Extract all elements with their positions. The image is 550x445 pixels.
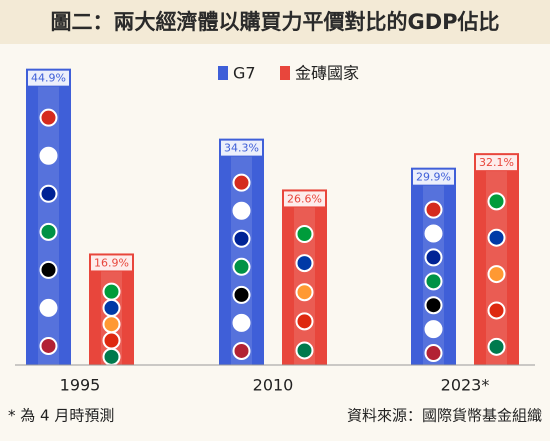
x-tick-label: 2023* <box>441 376 490 395</box>
flag-icon <box>487 192 506 211</box>
value-label-box <box>221 140 262 156</box>
flag-icon <box>102 331 121 350</box>
legend-label: 金磚國家 <box>295 64 359 83</box>
value-label: 32.1% <box>479 156 514 169</box>
value-label: 44.9% <box>31 72 66 85</box>
flag-icon <box>39 298 58 317</box>
chart-title: 圖二：兩大經濟體以購買力平價對比的GDP佔比 <box>50 10 499 34</box>
source-note: 資料來源：國際貨幣基金組織 <box>347 407 542 425</box>
flag-icon <box>295 341 314 360</box>
flag-icon <box>102 298 121 317</box>
legend-label: G7 <box>233 64 256 83</box>
flag-icon <box>232 201 251 220</box>
flag-icon <box>39 184 58 203</box>
value-label-box <box>413 169 454 185</box>
flag-icon <box>424 248 443 267</box>
flag-icon <box>487 337 506 356</box>
title-band <box>0 0 550 44</box>
flag-icon <box>232 313 251 332</box>
flag-icon <box>232 341 251 360</box>
flag-icon <box>39 146 58 165</box>
flag-icon <box>232 257 251 276</box>
flag-icon <box>424 296 443 315</box>
bar <box>282 189 327 365</box>
x-tick-label: 2010 <box>253 376 294 395</box>
flag-icon <box>295 283 314 302</box>
footnote: * 為 4 月時預測 <box>8 407 114 425</box>
flag-icon <box>487 228 506 247</box>
legend-swatch <box>280 66 290 80</box>
x-tick-label: 1995 <box>60 376 101 395</box>
flag-icon <box>487 265 506 284</box>
flag-icon <box>487 301 506 320</box>
bar <box>474 153 519 365</box>
flag-icon <box>424 200 443 219</box>
flag-icon <box>102 347 121 366</box>
flag-icon <box>39 260 58 279</box>
value-label: 34.3% <box>224 142 259 155</box>
flag-icon <box>424 320 443 339</box>
legend-swatch <box>218 66 228 80</box>
value-label: 16.9% <box>94 256 129 269</box>
flag-icon <box>102 282 121 301</box>
flag-icon <box>295 254 314 273</box>
value-label-box <box>284 191 325 207</box>
flag-icon <box>232 229 251 248</box>
flag-icon <box>424 272 443 291</box>
flag-icon <box>232 173 251 192</box>
flag-icon <box>39 108 58 127</box>
value-label-box <box>476 155 517 171</box>
flag-icon <box>424 224 443 243</box>
flag-icon <box>295 224 314 243</box>
flag-icon <box>39 336 58 355</box>
flag-icon <box>39 222 58 241</box>
value-label-box <box>91 255 132 271</box>
flag-icon <box>424 344 443 363</box>
flag-icon <box>295 312 314 331</box>
value-label: 26.6% <box>287 192 322 205</box>
value-label: 29.9% <box>416 171 451 184</box>
flag-icon <box>232 285 251 304</box>
value-label-box <box>28 70 69 86</box>
flag-icon <box>102 315 121 334</box>
